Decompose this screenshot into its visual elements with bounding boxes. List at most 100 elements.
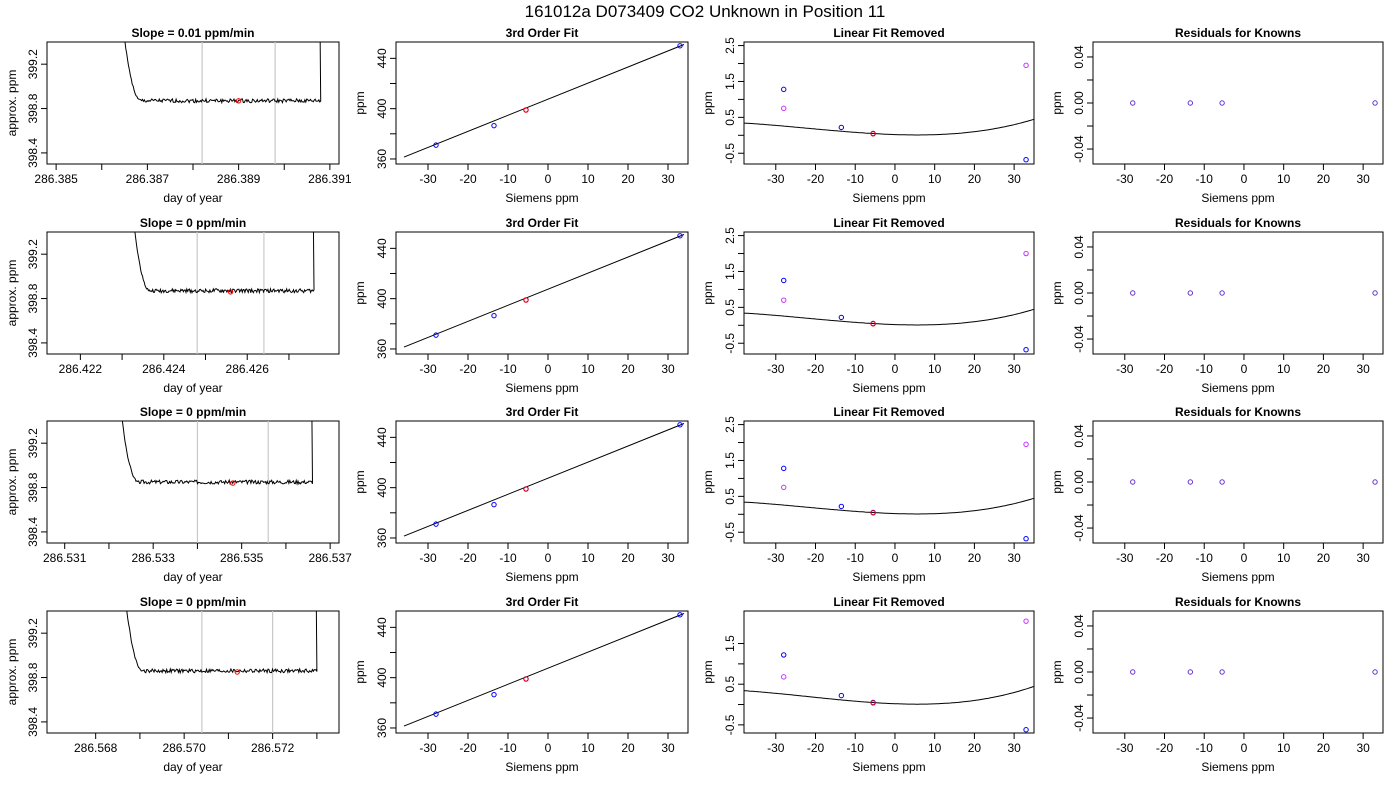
- panel-linear_removed-row-3: Linear Fit Removed -30 -20 -10 0 10 20 30 -0.5 0.…: [701, 405, 1035, 584]
- y-tick-label: 398.4: [26, 328, 40, 358]
- x-tick-label: -10: [1196, 362, 1214, 376]
- plot-frame: [743, 231, 1035, 355]
- residual-point: [1187, 290, 1194, 296]
- known-point: [1023, 346, 1029, 353]
- panel-title: 3rd Order Fit: [506, 26, 579, 40]
- x-tick-label: 10: [1277, 741, 1291, 755]
- plot-area: [744, 250, 1034, 353]
- x-tick-label: 0: [545, 551, 552, 565]
- x-tick-label: 10: [928, 741, 942, 755]
- panel-grid: Slope = 0.01 ppm/min 286.385 286.387 286.38…: [5, 26, 1384, 774]
- y-axis-label: ppm: [701, 660, 715, 683]
- plot-area: [1130, 100, 1378, 106]
- panel-fit-row-3: 3rd Order Fit -30 -20 -10 0 10 20 30 360 400 440 Si…: [353, 405, 689, 584]
- residual-point: [1130, 479, 1136, 485]
- x-axis-label: day of year: [163, 191, 222, 205]
- x-tick-label: 286.422: [59, 362, 103, 376]
- known-point: [781, 652, 787, 658]
- panel-title: 3rd Order Fit: [506, 216, 579, 230]
- known-point: [1023, 156, 1029, 163]
- x-tick-label: 0: [1241, 362, 1248, 376]
- panel-title: Linear Fit Removed: [833, 26, 944, 40]
- x-tick-label: 10: [581, 362, 595, 376]
- panel-timeseries-row-4: Slope = 0 ppm/min 286.568 286.570 286.572 39…: [5, 595, 340, 774]
- known-point: [491, 312, 497, 319]
- y-tick-label: 360: [375, 339, 389, 359]
- concentration-trace: [126, 611, 318, 675]
- secondary-point: [1023, 618, 1029, 624]
- y-axis-label: ppm: [1050, 470, 1064, 493]
- panel-title: Residuals for Knowns: [1175, 595, 1301, 609]
- x-tick-label: 30: [661, 741, 675, 755]
- x-tick-label: -10: [499, 172, 517, 186]
- unknown-point: [523, 107, 529, 113]
- known-point: [838, 503, 845, 510]
- x-axis-label: day of year: [163, 570, 222, 584]
- plot-frame: [1092, 420, 1384, 544]
- x-tick-label: -20: [1156, 551, 1174, 565]
- x-tick-label: -20: [1156, 172, 1174, 186]
- x-tick-label: 30: [1007, 551, 1021, 565]
- y-tick-label: 399.2: [26, 428, 40, 458]
- x-tick-label: 20: [1317, 741, 1331, 755]
- y-tick-label: 400: [375, 98, 389, 118]
- x-tick-label: 0: [545, 172, 552, 186]
- known-point: [491, 122, 497, 129]
- residual-point: [1187, 479, 1194, 485]
- y-tick-label: 398.8: [26, 283, 40, 313]
- y-tick-label: 1.5: [723, 452, 737, 469]
- plot-area: [403, 422, 685, 537]
- residual-point: [1219, 100, 1225, 106]
- secondary-point: [1023, 250, 1029, 257]
- plot-frame: [46, 610, 340, 734]
- x-tick-label: 20: [1317, 172, 1331, 186]
- x-tick-label: 20: [968, 741, 982, 755]
- y-tick-label: -0.5: [723, 522, 737, 543]
- mean-point: [227, 289, 234, 295]
- x-axis-label: Siemens ppm: [1201, 760, 1274, 774]
- plot-area: [134, 232, 315, 354]
- plot-frame: [395, 231, 689, 355]
- residual-point: [1187, 669, 1194, 675]
- known-point: [781, 465, 787, 472]
- panel-title: Slope = 0.01 ppm/min: [131, 26, 254, 40]
- y-tick-label: 0.5: [723, 299, 737, 316]
- plot-frame: [46, 420, 340, 544]
- y-axis-label: ppm: [353, 660, 367, 683]
- y-tick-label: 0.00: [1072, 91, 1086, 115]
- y-tick-label: 0.04: [1072, 235, 1086, 259]
- y-tick-label: 2.5: [723, 227, 737, 244]
- x-tick-label: -30: [1116, 551, 1134, 565]
- x-tick-label: -30: [419, 362, 437, 376]
- cubic-curve: [744, 685, 1034, 705]
- known-point: [1023, 727, 1029, 733]
- x-tick-label: 0: [1241, 172, 1248, 186]
- plot-area: [403, 233, 685, 348]
- panel-residuals-row-4: Residuals for Knowns -30 -20 -10 0 10 20 30 -0.0…: [1050, 595, 1384, 774]
- x-tick-label: 286.537: [308, 551, 352, 565]
- y-axis-label: ppm: [353, 470, 367, 493]
- y-axis-label: ppm: [1050, 660, 1064, 683]
- x-tick-label: 0: [892, 172, 899, 186]
- x-tick-label: 286.533: [131, 551, 175, 565]
- y-tick-label: 1.5: [723, 635, 737, 652]
- y-tick-label: -0.04: [1072, 704, 1086, 732]
- residual-point: [1187, 100, 1194, 106]
- plot-frame: [395, 420, 689, 544]
- x-axis-label: Siemens ppm: [505, 381, 578, 395]
- x-tick-label: 10: [1277, 362, 1291, 376]
- panel-title: 3rd Order Fit: [506, 405, 579, 419]
- x-tick-label: 286.426: [226, 362, 270, 376]
- panel-timeseries-row-1: Slope = 0.01 ppm/min 286.385 286.387 286.38…: [5, 26, 352, 205]
- secondary-point: [1023, 441, 1029, 448]
- fit-curve: [403, 613, 685, 727]
- plot-frame: [395, 610, 689, 734]
- known-point: [838, 692, 845, 699]
- y-tick-label: 399.2: [26, 239, 40, 269]
- x-tick-label: -10: [499, 741, 517, 755]
- y-tick-label: 2.5: [723, 37, 737, 54]
- x-tick-label: 20: [621, 362, 635, 376]
- y-tick-label: 0.00: [1072, 281, 1086, 305]
- x-tick-label: 0: [545, 362, 552, 376]
- residual-point: [1372, 290, 1378, 296]
